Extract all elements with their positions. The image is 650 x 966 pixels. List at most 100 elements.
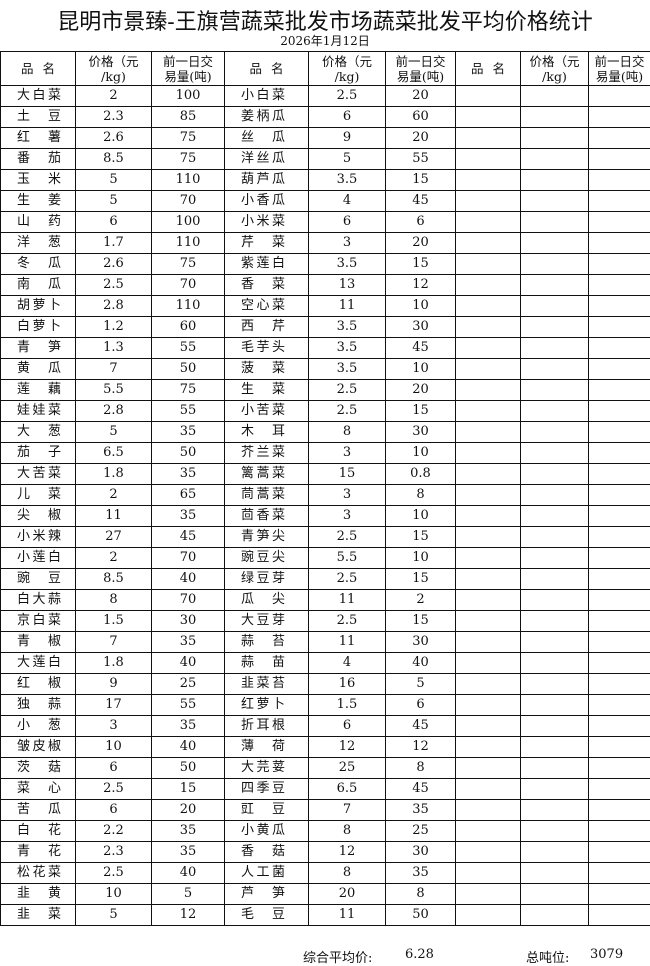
cell-name: 芦笋 — [224, 883, 309, 905]
cell-name: 小葱 — [0, 715, 76, 737]
cell-volume: 12 — [151, 904, 225, 926]
table-row: 土豆 2.3 85 姜柄瓜 6 60 — [0, 106, 650, 128]
cell-name: 苦瓜 — [0, 799, 76, 821]
cell-name: 大豆芽 — [224, 610, 309, 632]
cell-price: 13 — [308, 274, 386, 296]
table-row: 番茄 8.5 75 洋丝瓜 5 55 — [0, 148, 650, 170]
cell-price: 2.5 — [308, 379, 386, 401]
cell-price — [520, 484, 589, 506]
cell-price: 2 — [75, 85, 152, 107]
header-price: 价格（元/kg) — [520, 51, 589, 86]
cell-volume: 15 — [385, 400, 456, 422]
cell-name — [455, 589, 521, 611]
cell-name: 毛豆 — [224, 904, 309, 926]
table-row: 小葱 3 35 折耳根 6 45 — [0, 715, 650, 737]
cell-volume: 40 — [151, 652, 225, 674]
cell-name: 蒜苔 — [224, 631, 309, 653]
table-body: 大白菜 2 100 小白菜 2.5 20 土豆 2.3 85 姜柄瓜 6 60 红薯 2.6 75 丝瓜 9 20… — [0, 85, 650, 926]
cell-price: 1.2 — [75, 316, 152, 338]
cell-name: 篱蒿菜 — [224, 463, 309, 485]
cell-name: 丝瓜 — [224, 127, 309, 149]
cell-volume: 35 — [151, 421, 225, 443]
cell-price: 1.8 — [75, 652, 152, 674]
cell-volume — [588, 736, 650, 758]
cell-price: 6 — [75, 757, 152, 779]
cell-volume: 40 — [385, 652, 456, 674]
cell-volume — [588, 400, 650, 422]
cell-price: 3 — [75, 715, 152, 737]
cell-volume: 12 — [385, 736, 456, 758]
cell-price: 11 — [75, 505, 152, 527]
cell-name: 茄子 — [0, 442, 76, 464]
cell-volume — [588, 652, 650, 674]
cell-volume — [588, 883, 650, 905]
cell-name: 山药 — [0, 211, 76, 233]
cell-volume — [588, 694, 650, 716]
cell-price: 3 — [308, 442, 386, 464]
cell-volume: 100 — [151, 85, 225, 107]
cell-name — [455, 568, 521, 590]
cell-price: 6 — [308, 211, 386, 233]
cell-price — [520, 715, 589, 737]
cell-name: 白大蒜 — [0, 589, 76, 611]
cell-price: 7 — [75, 358, 152, 380]
cell-volume — [588, 505, 650, 527]
cell-volume: 55 — [151, 400, 225, 422]
cell-price — [520, 526, 589, 548]
cell-name — [455, 337, 521, 359]
cell-price: 1.8 — [75, 463, 152, 485]
cell-volume: 40 — [151, 736, 225, 758]
cell-price — [520, 295, 589, 317]
cell-name: 香菇 — [224, 841, 309, 863]
cell-volume: 110 — [151, 169, 225, 191]
cell-price — [520, 253, 589, 275]
cell-price: 6.5 — [308, 778, 386, 800]
table-row: 茨菇 6 50 大芫荽 25 8 — [0, 757, 650, 779]
cell-name — [455, 736, 521, 758]
table-row: 青椒 7 35 蒜苔 11 30 — [0, 631, 650, 653]
cell-name: 茨菇 — [0, 757, 76, 779]
table-row: 韭黄 10 5 芦笋 20 8 — [0, 883, 650, 905]
cell-name: 蒜苗 — [224, 652, 309, 674]
cell-volume — [588, 526, 650, 548]
cell-name: 尖椒 — [0, 505, 76, 527]
cell-price: 3.5 — [308, 169, 386, 191]
cell-volume — [588, 85, 650, 107]
cell-name: 青椒 — [0, 631, 76, 653]
cell-volume: 35 — [151, 505, 225, 527]
report-date: 2026年1月12日 — [280, 34, 370, 48]
cell-volume: 30 — [385, 841, 456, 863]
cell-price: 8 — [308, 862, 386, 884]
cell-volume — [588, 778, 650, 800]
cell-volume: 45 — [385, 190, 456, 212]
cell-volume — [588, 631, 650, 653]
cell-volume: 65 — [151, 484, 225, 506]
cell-price — [520, 316, 589, 338]
cell-price — [520, 358, 589, 380]
cell-name — [455, 379, 521, 401]
cell-volume: 35 — [151, 631, 225, 653]
cell-volume: 25 — [385, 820, 456, 842]
cell-price — [520, 421, 589, 443]
cell-price: 2.5 — [75, 862, 152, 884]
table-row: 山药 6 100 小米菜 6 6 — [0, 211, 650, 233]
cell-volume: 20 — [151, 799, 225, 821]
cell-name: 小苦菜 — [224, 400, 309, 422]
cell-name — [455, 274, 521, 296]
cell-volume: 40 — [151, 568, 225, 590]
cell-price — [520, 694, 589, 716]
cell-price: 25 — [308, 757, 386, 779]
cell-name: 红椒 — [0, 673, 76, 695]
cell-volume: 35 — [151, 841, 225, 863]
cell-volume: 85 — [151, 106, 225, 128]
cell-name — [455, 652, 521, 674]
cell-name: 胡萝卜 — [0, 295, 76, 317]
cell-name: 娃娃菜 — [0, 400, 76, 422]
cell-volume: 40 — [151, 862, 225, 884]
cell-name: 茼蒿菜 — [224, 484, 309, 506]
table-row: 茄子 6.5 50 芥兰菜 3 10 — [0, 442, 650, 464]
cell-volume: 110 — [151, 232, 225, 254]
header-name: 品名 — [455, 51, 521, 86]
cell-name — [455, 778, 521, 800]
table-row: 小米辣 27 45 青笋尖 2.5 15 — [0, 526, 650, 548]
